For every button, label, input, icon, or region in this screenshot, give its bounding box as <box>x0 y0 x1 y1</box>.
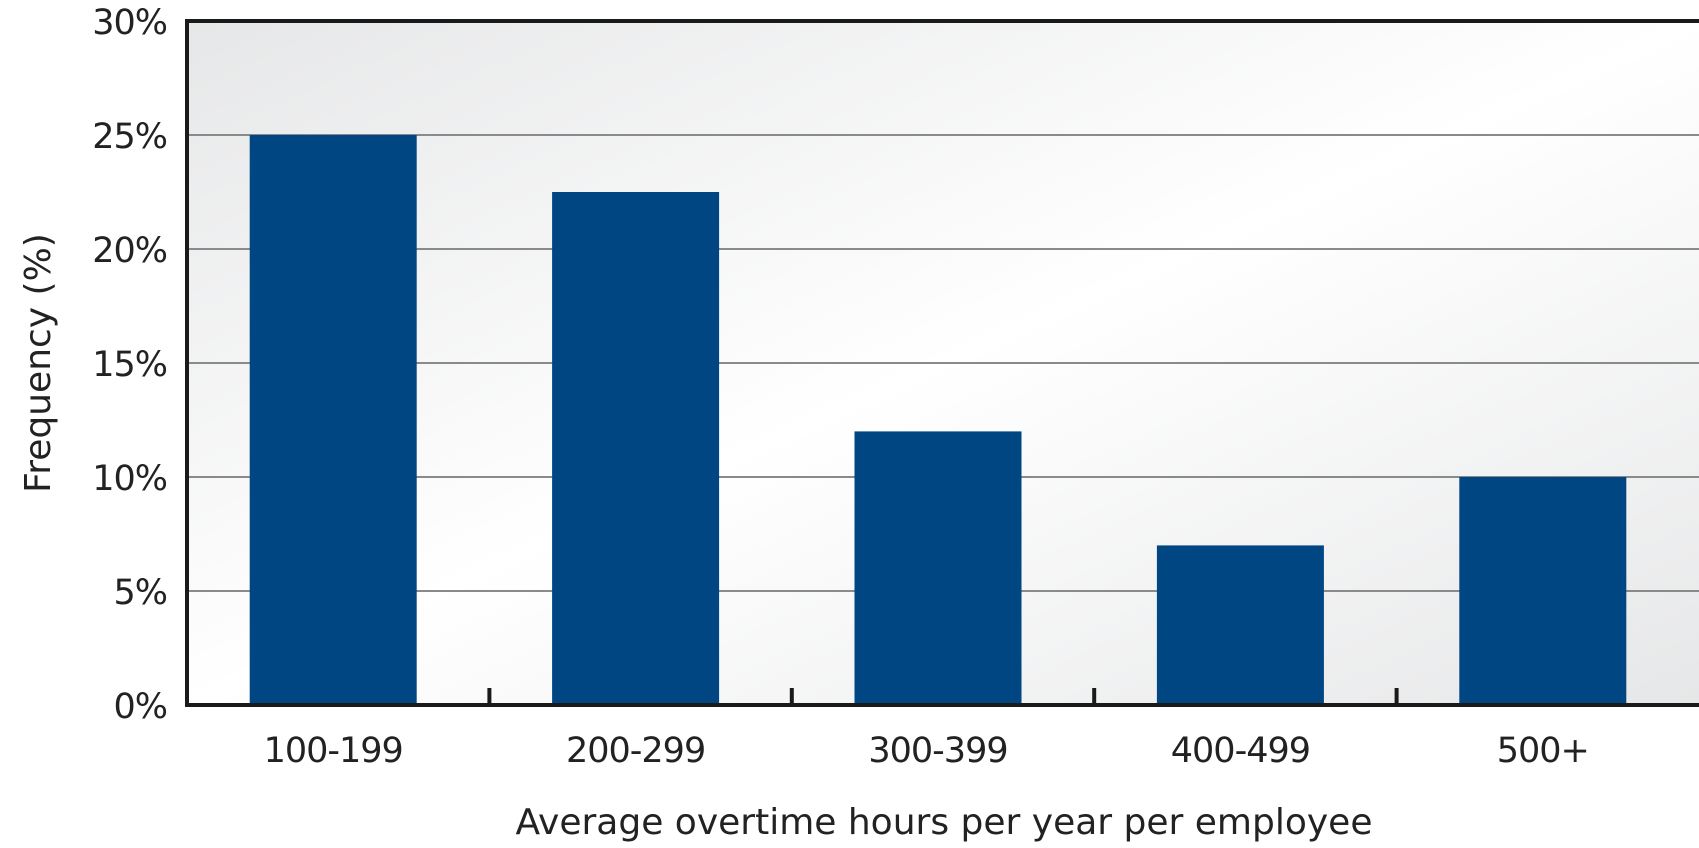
x-tick-labels: 100-199 200-299 300-399 400-499 500+ <box>264 731 1590 771</box>
x-tick-label: 400-499 <box>1171 731 1310 771</box>
bar-400-499 <box>1156 545 1324 705</box>
bars <box>249 135 1627 705</box>
x-tick-label: 300-399 <box>868 731 1007 771</box>
y-tick-label: 30% <box>92 3 167 43</box>
x-tick-label: 500+ <box>1497 731 1589 771</box>
y-tick-label: 15% <box>92 345 167 385</box>
y-tick-label: 20% <box>92 231 167 271</box>
y-tick-labels: 0% 5% 10% 15% 20% 25% 30% <box>92 3 168 727</box>
bar-300-399 <box>854 431 1022 705</box>
y-tick-label: 25% <box>92 117 167 157</box>
y-tick-label: 0% <box>113 687 167 727</box>
bar-500+ <box>1459 477 1627 705</box>
axes <box>185 19 1699 707</box>
x-tick-label: 200-299 <box>566 731 705 771</box>
x-tick-label: 100-199 <box>264 731 403 771</box>
y-axis-title: Frequency (%) <box>18 233 59 493</box>
bar-100-199 <box>249 135 417 705</box>
x-axis-title: Average overtime hours per year per empl… <box>516 802 1373 843</box>
y-tick-label: 5% <box>113 573 167 613</box>
bar-200-299 <box>552 192 720 705</box>
y-tick-label: 10% <box>92 459 167 499</box>
